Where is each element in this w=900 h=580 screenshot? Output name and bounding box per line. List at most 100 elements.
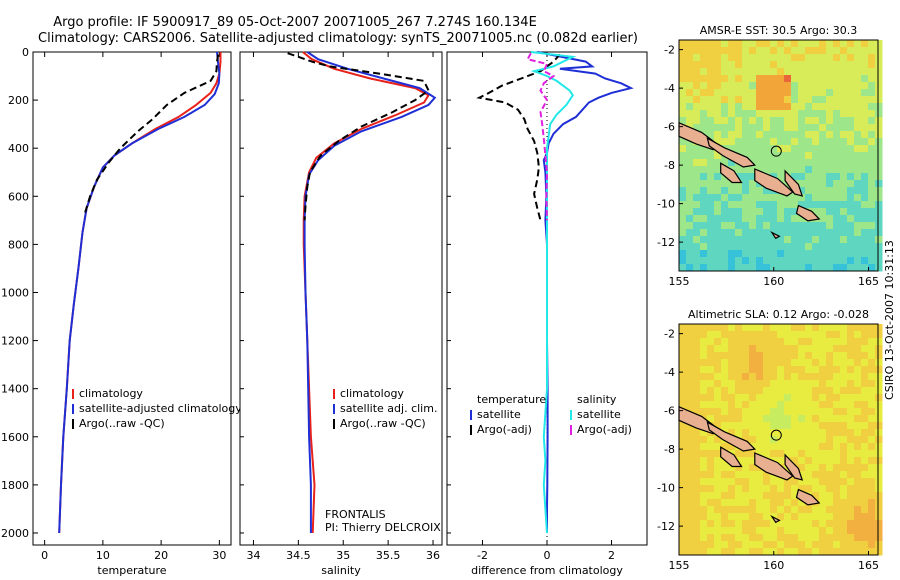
sst_map-cell: [770, 236, 778, 244]
sla_map-cell: [777, 331, 785, 339]
sla_map-cell: [679, 324, 687, 332]
sst_map-cell: [763, 89, 771, 97]
sla_map-cell: [861, 401, 869, 409]
sst_map-cell: [721, 82, 729, 90]
sst_map-cell: [805, 124, 813, 132]
sst_map-cell: [679, 110, 687, 118]
sla_map-cell: [693, 324, 701, 332]
sst_map-cell: [679, 166, 687, 174]
sst_map-cell: [868, 229, 876, 237]
sst_map-cell: [728, 47, 736, 55]
sla_map-cell: [791, 485, 799, 493]
sla_map-cell: [686, 373, 694, 381]
sst_map-cell: [770, 257, 778, 265]
sst_map-cell: [854, 250, 862, 258]
sla_map-cell: [763, 534, 771, 542]
sla_map-cell: [707, 534, 715, 542]
sla_map-cell: [805, 324, 813, 332]
sla_map-cell: [686, 443, 694, 451]
sla_map-island-4: [784, 453, 804, 481]
sst_map-cell: [826, 243, 834, 251]
sla_map-cell: [728, 352, 736, 360]
sst_map-cell: [714, 75, 722, 83]
sla_map-cell: [784, 548, 792, 556]
sla_map-cell: [756, 331, 764, 339]
sla_map-cell: [833, 324, 841, 332]
sla_map-cell: [728, 401, 736, 409]
sst_map-cell: [833, 250, 841, 258]
sst_map-cell: [770, 250, 778, 258]
sla_map-cell: [763, 485, 771, 493]
sla_map-cell: [700, 464, 708, 472]
sla_map-cell: [819, 331, 827, 339]
sst_map-cell: [847, 138, 855, 146]
sla_map-cell: [819, 450, 827, 458]
sla_map-cell: [742, 394, 750, 402]
sst_map-cell: [735, 187, 743, 195]
sla_map-cell: [770, 520, 778, 528]
sla_map-cell: [756, 478, 764, 486]
sla_map-cell: [847, 471, 855, 479]
sst_map-cell: [875, 131, 883, 139]
sst_map-cell: [714, 243, 722, 251]
sst_map-cell: [791, 222, 799, 230]
sla_map-cell: [840, 422, 848, 430]
sla_map-cell: [875, 387, 883, 395]
sla_map-island-5: [795, 488, 821, 506]
sst_map-cell: [686, 208, 694, 216]
sst_map-cell: [686, 257, 694, 265]
sst_map-cell: [812, 47, 820, 55]
sla_map-cell: [679, 443, 687, 451]
sla_map-cell: [721, 471, 729, 479]
sst_map-cell: [763, 236, 771, 244]
sst_map-cell: [686, 236, 694, 244]
sla_map-cell: [875, 352, 883, 360]
sla_map-cell: [861, 464, 869, 472]
sst_map-cell: [854, 243, 862, 251]
sla_map-cell: [840, 352, 848, 360]
sst_map-cell: [763, 250, 771, 258]
sst_map-cell: [798, 89, 806, 97]
sla_map-cell: [826, 492, 834, 500]
sla_map-cell: [812, 471, 820, 479]
sla_map-cell: [714, 471, 722, 479]
sst_map-cell: [868, 47, 876, 55]
sst_map-cell: [826, 201, 834, 209]
sla_map-cell: [819, 471, 827, 479]
sla_map-cell: [868, 394, 876, 402]
sst_map-cell: [735, 110, 743, 118]
sla_map-cell: [686, 429, 694, 437]
sla_map-cell: [798, 387, 806, 395]
sla_map-cell: [791, 492, 799, 500]
sst_map-cell: [854, 117, 862, 125]
sla_map-cell: [735, 331, 743, 339]
sla_map-cell: [847, 499, 855, 507]
sla_map-cell: [812, 436, 820, 444]
sst_map-cell: [840, 229, 848, 237]
sla_map-cell: [693, 471, 701, 479]
sst_map-cell: [833, 110, 841, 118]
sst_map-cell: [847, 166, 855, 174]
sst_map-xtick-label: 160: [763, 275, 784, 288]
sst_map-cell: [777, 47, 785, 55]
sst_map-cell: [679, 180, 687, 188]
sla_map-cell: [791, 520, 799, 528]
sla_map-cell: [714, 401, 722, 409]
sst_map-cell: [728, 145, 736, 153]
sla_map-cell: [686, 338, 694, 346]
sla_map-cell: [707, 366, 715, 374]
sst_map-cell: [686, 47, 694, 55]
sla_map-cell: [679, 478, 687, 486]
sst_map-cell: [812, 236, 820, 244]
sst_map-cell: [798, 264, 806, 272]
sst_map-cell: [805, 68, 813, 76]
sst_map-cell: [700, 166, 708, 174]
sst_map-cell: [686, 68, 694, 76]
sst_map-cell: [707, 61, 715, 69]
sla_map-cell: [707, 324, 715, 332]
sla_map-cell: [840, 520, 848, 528]
sla_map-cell: [805, 541, 813, 549]
sla_map-cell: [784, 492, 792, 500]
sla_map-cell: [819, 520, 827, 528]
temperature-legend-label: climatology: [79, 387, 143, 400]
